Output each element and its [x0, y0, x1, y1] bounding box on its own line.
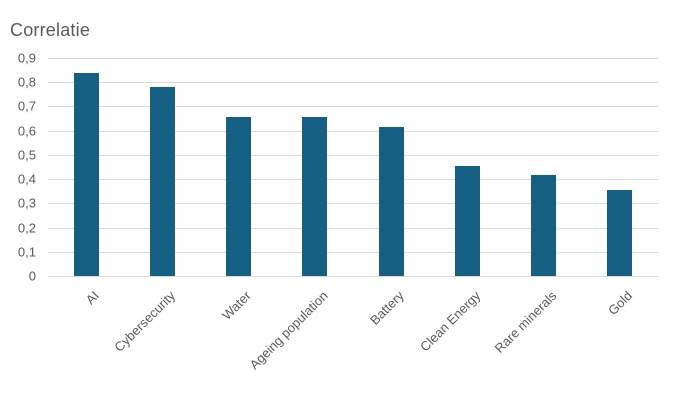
gridline — [48, 179, 658, 181]
gridline — [48, 130, 658, 132]
bar-gold — [607, 190, 633, 276]
y-axis-label: 0,5 — [17, 147, 36, 163]
x-axis-label: Gold — [605, 288, 636, 319]
y-axis-label: 0,8 — [17, 74, 36, 90]
y-axis-label: 0,2 — [17, 220, 36, 236]
y-axis-label: 0,4 — [17, 171, 36, 187]
x-axis-label: Clean Energy — [416, 288, 483, 355]
gridline — [48, 203, 658, 205]
bar-water — [226, 117, 252, 276]
bar-battery — [378, 127, 404, 276]
bar-cybersecurity — [149, 87, 175, 276]
y-axis-label: 0 — [28, 268, 36, 284]
gridline — [48, 106, 658, 108]
bar-ai — [73, 72, 99, 276]
gridline — [48, 227, 658, 229]
gridline — [48, 58, 658, 59]
x-axis-label: Water — [219, 288, 255, 323]
gridline — [48, 251, 658, 253]
y-axis-label: 0,1 — [17, 244, 36, 260]
x-axis-label: Ageing population — [246, 288, 331, 373]
x-axis-label: Cybersecurity — [111, 288, 178, 355]
x-axis-label: Rare minerals — [491, 288, 560, 356]
y-axis-label: 0,6 — [17, 123, 36, 139]
x-axis-label: Battery — [367, 288, 407, 328]
y-axis-label: 0,7 — [17, 98, 36, 114]
bar-ageing-population — [302, 117, 328, 276]
gridline — [48, 276, 658, 277]
gridline — [48, 82, 658, 84]
gridline — [48, 154, 658, 156]
chart-title: Correlatie — [10, 20, 91, 40]
x-axis-label: AI — [82, 288, 102, 308]
y-axis-label: 0,3 — [17, 195, 36, 211]
y-axis-label: 0,9 — [17, 50, 36, 66]
bar-rare-minerals — [531, 175, 557, 276]
bar-clean-energy — [454, 165, 480, 276]
